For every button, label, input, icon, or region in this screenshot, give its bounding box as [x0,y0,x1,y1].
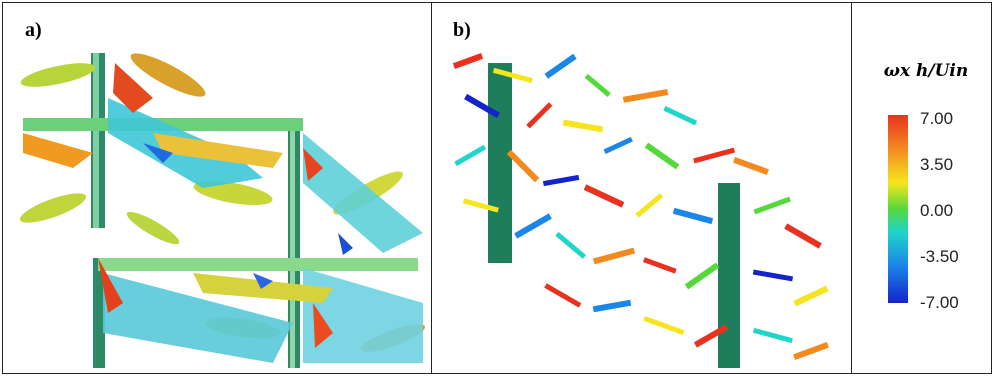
panel-a-image [19,53,426,368]
panel-divider-1 [431,2,432,374]
tick-label: 3.50 [920,155,954,174]
panel-divider-2 [851,2,852,374]
tick-label: -3.50 [920,247,959,266]
tick-label: 7.00 [920,109,954,128]
colorbar [888,115,908,303]
panel-a-label: a) [25,19,42,41]
panel-b-label: b) [453,19,471,41]
tick-label: -7.00 [920,293,959,312]
colorbar-legend: ωx h/Uin 7.00 3.50 0.00 -3.50 -7.00 [852,3,992,373]
figure-frame [2,2,992,374]
panel-a-vortex-visualization: a) [3,3,431,375]
tick-label: 0.00 [920,201,954,220]
panel-b-vortex-visualization: b) [433,3,851,375]
legend-title: ωx h/Uin [883,61,969,81]
panel-b-image [448,43,843,368]
